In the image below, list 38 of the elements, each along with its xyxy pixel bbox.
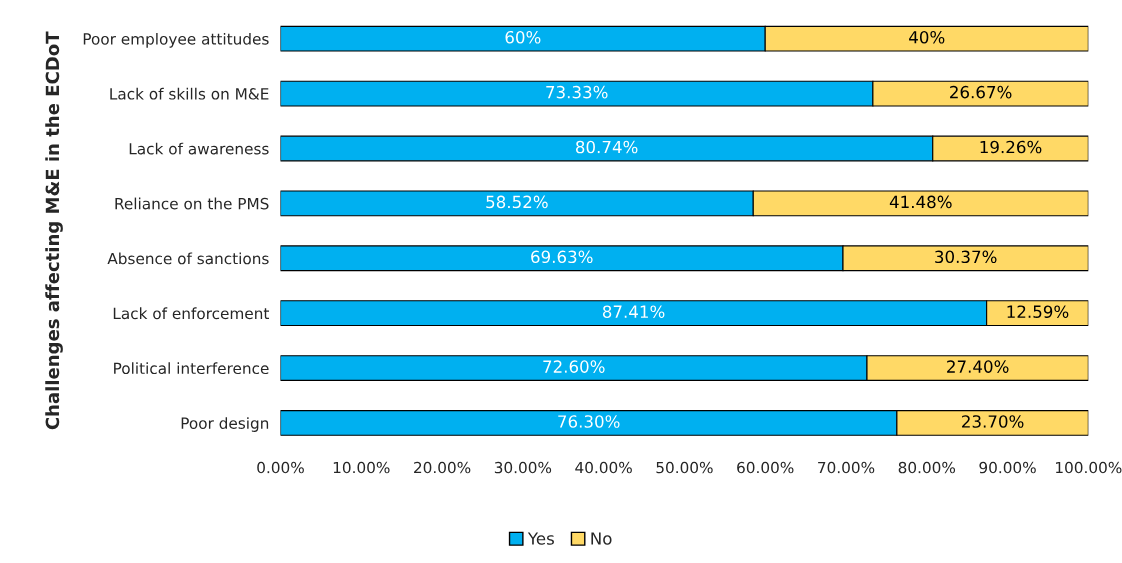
- data-label: 87.41%: [602, 305, 665, 318]
- x-tick-label: 100.00%: [1056, 461, 1122, 474]
- x-tick-label: 80.00%: [898, 461, 956, 474]
- data-label: 19.26%: [980, 140, 1042, 154]
- data-label: 12.59%: [1007, 305, 1069, 318]
- y-tick-label: Lack of enforcement: [113, 307, 270, 320]
- data-label: 58.52%: [486, 195, 548, 209]
- x-tick-label: 70.00%: [818, 461, 875, 474]
- data-label: 27.40%: [947, 360, 1009, 373]
- data-label: 40%: [909, 30, 945, 44]
- data-label: 26.67%: [950, 85, 1012, 99]
- data-label: 80.74%: [575, 140, 638, 154]
- x-tick-label: 50.00%: [656, 461, 713, 474]
- y-tick-label: Lack of awareness: [129, 142, 269, 155]
- x-tick-label: 90.00%: [979, 461, 1036, 474]
- data-label: 69.63%: [531, 250, 593, 264]
- y-tick-label: Poor design: [181, 417, 269, 432]
- y-tick-label: Poor employee attitudes: [83, 32, 269, 48]
- y-tick-label: Political interference: [114, 362, 269, 375]
- x-tick-label: 0.00%: [257, 461, 304, 474]
- y-tick-label: Lack of skills on M&E: [110, 87, 269, 100]
- x-tick-label: 60.00%: [737, 461, 794, 474]
- x-tick-label: 30.00%: [494, 461, 552, 474]
- x-tick-label: 40.00%: [575, 461, 632, 474]
- legend-label: No: [591, 532, 612, 545]
- x-tick-label: 10.00%: [333, 461, 390, 474]
- data-label: 23.70%: [962, 415, 1024, 428]
- y-axis-title: Challenges affecting M&E in the ECDoT: [45, 31, 63, 430]
- data-label: 73.33%: [546, 85, 608, 99]
- data-label: 60%: [505, 30, 541, 44]
- data-label: 30.37%: [935, 250, 997, 264]
- legend-label: Yes: [527, 532, 554, 545]
- data-label: 72.60%: [543, 360, 605, 373]
- data-label: 41.48%: [889, 195, 952, 209]
- y-tick-label: Reliance on the PMS: [115, 197, 269, 210]
- y-tick-label: Absence of sanctions: [107, 252, 269, 265]
- data-label: 76.30%: [558, 415, 620, 428]
- x-tick-label: 20.00%: [414, 461, 471, 474]
